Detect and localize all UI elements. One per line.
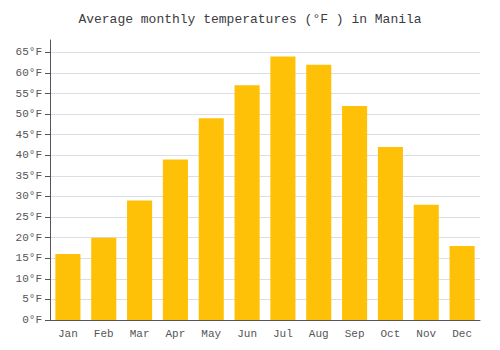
svg-text:Average monthly temperatures (: Average monthly temperatures (°F ) in Ma… [78, 12, 421, 27]
svg-text:20°F: 20°F [16, 232, 42, 244]
svg-text:5°F: 5°F [22, 293, 42, 305]
svg-text:40°F: 40°F [16, 149, 42, 161]
svg-text:0°F: 0°F [22, 314, 42, 326]
svg-text:Aug: Aug [309, 328, 329, 340]
svg-text:Jul: Jul [273, 328, 293, 340]
svg-text:Jun: Jun [237, 328, 257, 340]
svg-text:30°F: 30°F [16, 190, 42, 202]
svg-text:Feb: Feb [94, 328, 114, 340]
svg-text:Nov: Nov [416, 328, 436, 340]
svg-text:25°F: 25°F [16, 211, 42, 223]
svg-text:35°F: 35°F [16, 170, 42, 182]
svg-text:50°F: 50°F [16, 108, 42, 120]
svg-text:Oct: Oct [381, 328, 401, 340]
svg-text:Jan: Jan [58, 328, 78, 340]
svg-text:Apr: Apr [166, 328, 186, 340]
svg-text:45°F: 45°F [16, 129, 42, 141]
svg-text:15°F: 15°F [16, 252, 42, 264]
svg-text:May: May [201, 328, 221, 340]
svg-text:Sep: Sep [345, 328, 365, 340]
svg-text:Dec: Dec [452, 328, 472, 340]
svg-text:10°F: 10°F [16, 273, 42, 285]
svg-text:Mar: Mar [130, 328, 150, 340]
svg-text:60°F: 60°F [16, 67, 42, 79]
svg-text:55°F: 55°F [16, 88, 42, 100]
svg-text:65°F: 65°F [16, 46, 42, 58]
